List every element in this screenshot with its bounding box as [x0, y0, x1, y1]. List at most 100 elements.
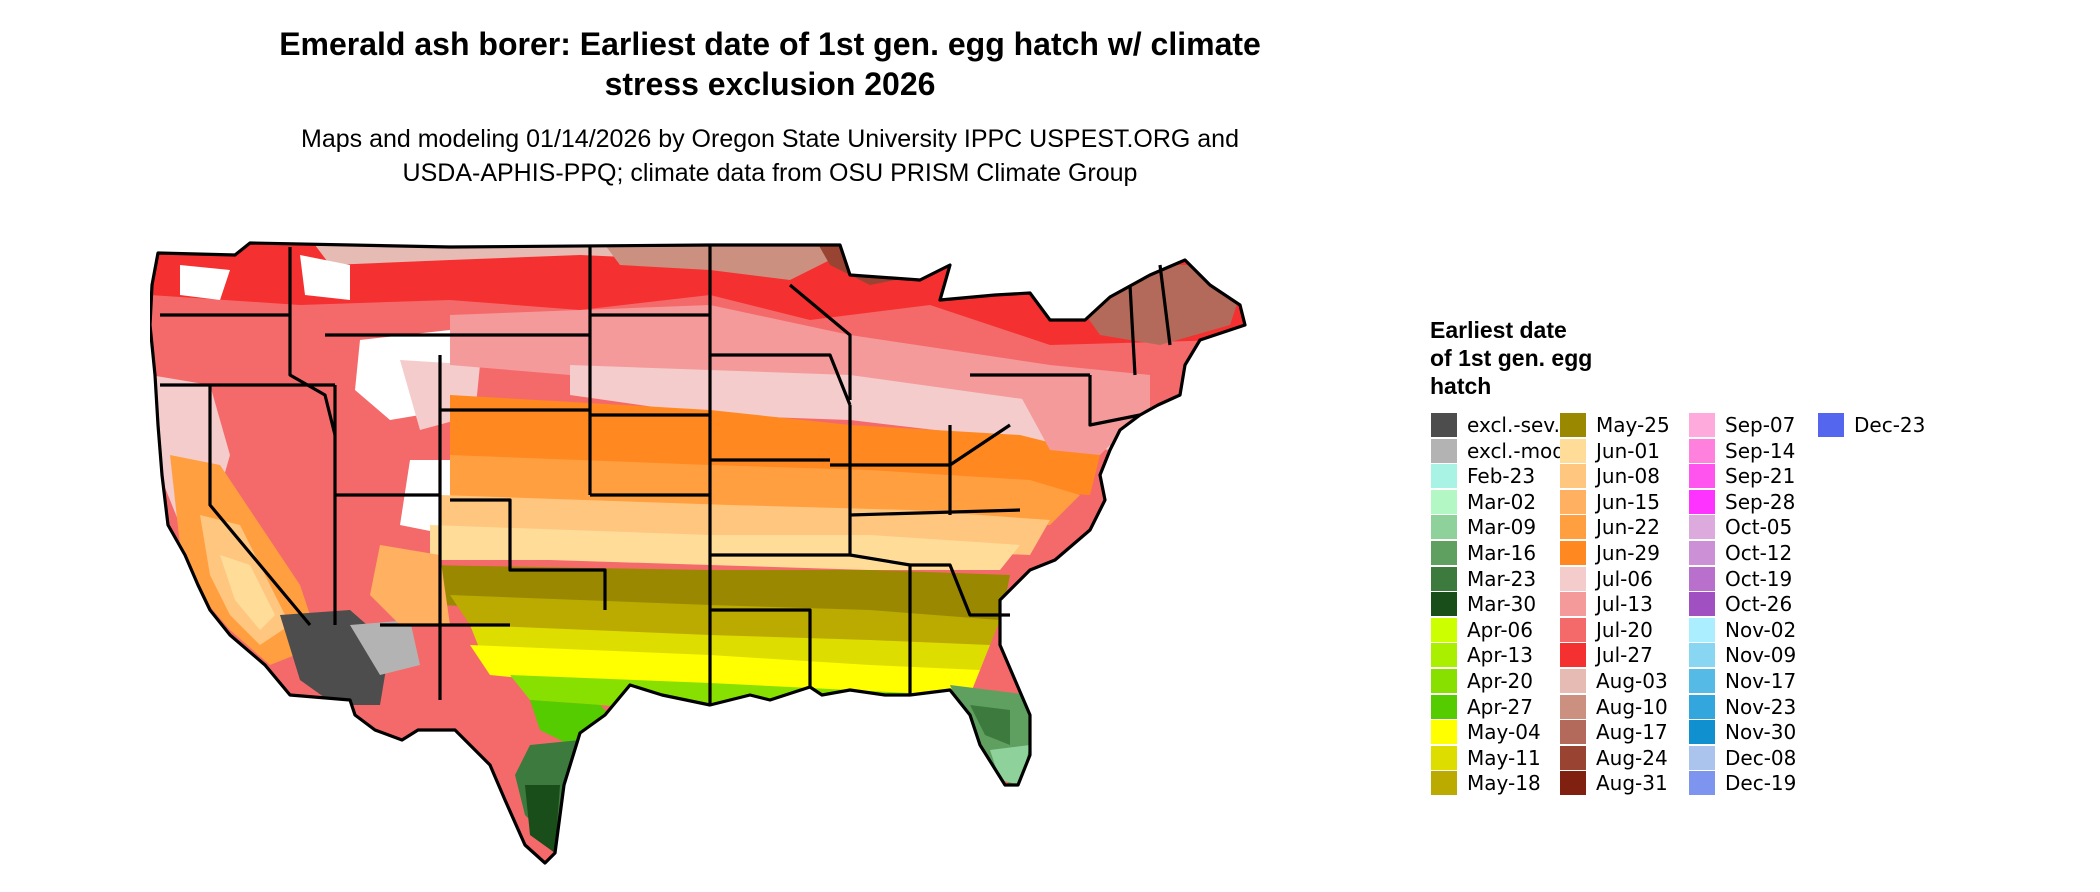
legend-swatch — [1431, 489, 1457, 514]
legend-label: Oct-05 — [1725, 515, 1793, 540]
legend-title-line-2: of 1st gen. egg — [1430, 345, 1593, 371]
legend-label: Apr-13 — [1467, 643, 1533, 668]
legend-label: Mar-23 — [1467, 566, 1537, 591]
legend-swatch — [1689, 592, 1715, 617]
legend-label: Dec-19 — [1725, 771, 1797, 796]
legend-swatch — [1431, 464, 1457, 489]
legend-item: May-25 — [1560, 412, 1670, 438]
legend-label: Sep-14 — [1725, 438, 1796, 463]
legend-label: Jul-27 — [1596, 643, 1653, 668]
legend-title-line-3: hatch — [1430, 373, 1492, 399]
legend-label: Oct-26 — [1725, 592, 1793, 617]
legend-item: Nov-09 — [1689, 642, 1796, 668]
legend-swatch — [1431, 720, 1457, 745]
legend-item: Mar-16 — [1431, 540, 1536, 566]
legend-item: Aug-10 — [1560, 694, 1668, 720]
legend-swatch — [1689, 541, 1715, 565]
legend-item: Mar-23 — [1431, 566, 1536, 592]
legend-item: Apr-20 — [1431, 668, 1533, 694]
legend-item: Jul-06 — [1560, 566, 1653, 592]
legend-label: Mar-30 — [1467, 592, 1537, 617]
legend-swatch — [1560, 541, 1586, 565]
legend-label: Aug-03 — [1596, 669, 1668, 693]
legend-swatch — [1560, 566, 1586, 591]
legend-label: Dec-23 — [1854, 413, 1926, 437]
legend-label: Sep-07 — [1725, 413, 1796, 437]
legend-swatch — [1689, 771, 1715, 796]
map-title-line-2: stress exclusion 2026 — [604, 66, 936, 102]
legend-label: Jul-20 — [1596, 617, 1653, 642]
legend-swatch — [1689, 720, 1715, 745]
legend-label: Nov-09 — [1725, 643, 1797, 668]
legend-item: Nov-23 — [1689, 694, 1796, 720]
legend-swatch — [1560, 464, 1586, 489]
legend-item: Sep-14 — [1689, 438, 1795, 464]
legend-item: Jun-08 — [1560, 463, 1660, 489]
legend-item: May-18 — [1431, 770, 1541, 796]
legend-label: May-04 — [1467, 720, 1541, 745]
legend-label: Oct-12 — [1725, 541, 1793, 565]
legend-swatch — [1431, 643, 1457, 668]
legend-item: Jun-29 — [1560, 540, 1660, 566]
legend-item: May-11 — [1431, 745, 1541, 771]
legend-item: Jun-01 — [1560, 438, 1660, 464]
legend-swatch — [1431, 566, 1457, 591]
legend-item: Jul-20 — [1560, 617, 1653, 643]
legend-label: Dec-08 — [1725, 745, 1797, 770]
legend-label: Mar-09 — [1467, 515, 1537, 540]
legend-swatch — [1560, 745, 1586, 770]
legend-swatch — [1560, 669, 1586, 693]
legend-item: Sep-07 — [1689, 412, 1795, 438]
legend-label: Sep-28 — [1725, 489, 1796, 514]
us-egg-hatch-map — [150, 241, 1247, 865]
legend-swatch — [1689, 745, 1715, 770]
legend-swatch — [1431, 438, 1457, 463]
legend-item: Aug-17 — [1560, 719, 1668, 745]
map-subtitle-line-2: USDA-APHIS-PPQ; climate data from OSU PR… — [402, 159, 1138, 187]
legend-label: Jul-13 — [1596, 592, 1653, 617]
legend-label: Jun-22 — [1596, 515, 1660, 540]
legend-item: Dec-23 — [1818, 412, 1925, 438]
legend-swatch — [1560, 413, 1586, 437]
legend-item: Mar-02 — [1431, 489, 1536, 515]
legend-label: Aug-31 — [1596, 771, 1668, 796]
legend-label: Sep-21 — [1725, 464, 1796, 489]
legend-item: Jun-22 — [1560, 514, 1660, 540]
legend-swatch — [1431, 669, 1457, 693]
legend-item: excl.-mod. — [1431, 438, 1571, 464]
legend-label: Jul-06 — [1596, 566, 1653, 591]
legend-item: Apr-27 — [1431, 694, 1533, 720]
legend-label: Nov-30 — [1725, 720, 1797, 745]
legend-swatch — [1689, 566, 1715, 591]
legend-swatch — [1431, 541, 1457, 565]
legend-swatch — [1689, 438, 1715, 463]
legend-swatch — [1689, 489, 1715, 514]
legend-item: Aug-24 — [1560, 745, 1668, 771]
legend-item: Aug-03 — [1560, 668, 1668, 694]
legend-swatch — [1689, 643, 1715, 668]
legend-swatch — [1689, 617, 1715, 642]
legend-item: Apr-13 — [1431, 642, 1533, 668]
legend-item: Apr-06 — [1431, 617, 1533, 643]
legend-label: Feb-23 — [1467, 464, 1536, 489]
legend-label: Aug-17 — [1596, 720, 1668, 745]
legend-swatch — [1431, 515, 1457, 540]
legend-swatch — [1689, 413, 1715, 437]
legend-label: May-11 — [1467, 745, 1541, 770]
legend-label: Jun-08 — [1596, 464, 1660, 489]
legend-swatch — [1431, 617, 1457, 642]
map-title-line-1: Emerald ash borer: Earliest date of 1st … — [279, 26, 1261, 62]
legend-item: Feb-23 — [1431, 463, 1535, 489]
legend-swatch — [1431, 413, 1457, 437]
legend-label: Nov-23 — [1725, 694, 1797, 719]
legend-item: Oct-05 — [1689, 514, 1792, 540]
legend-label: Jun-15 — [1596, 489, 1660, 514]
legend-label: May-18 — [1467, 771, 1541, 796]
legend-swatch — [1818, 413, 1844, 437]
legend-swatch — [1560, 515, 1586, 540]
legend-swatch — [1560, 694, 1586, 719]
legend-swatch — [1560, 438, 1586, 463]
legend-item: Oct-26 — [1689, 591, 1792, 617]
legend-item: Oct-12 — [1689, 540, 1792, 566]
legend-title-line-1: Earliest date — [1430, 317, 1567, 343]
